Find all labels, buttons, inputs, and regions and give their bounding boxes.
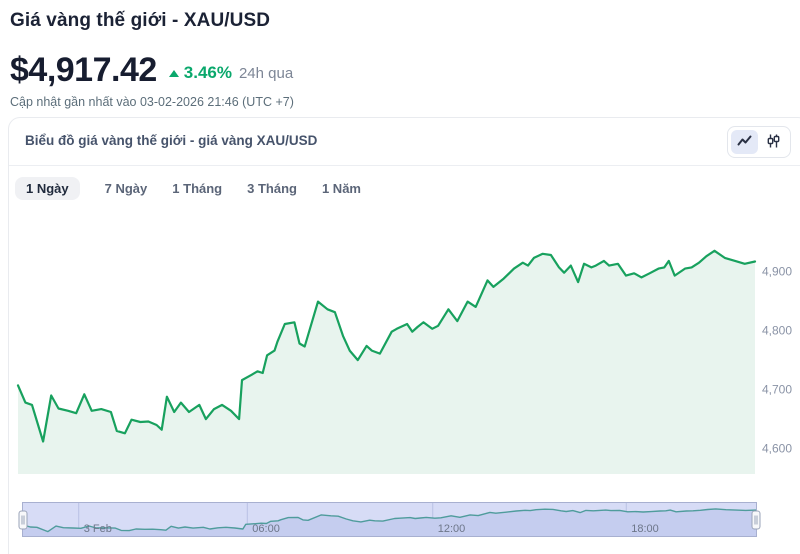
svg-text:4,700: 4,700 xyxy=(762,383,792,397)
change-period-label: 24h qua xyxy=(238,65,294,82)
chart-card-title: Biểu đồ giá vàng thế giới - giá vàng XAU… xyxy=(25,133,318,148)
tab-1-day[interactable]: 1 Ngày xyxy=(15,176,80,200)
page-title: Giá vàng thế giới - XAU/USD xyxy=(10,10,271,31)
navigator-tick-label: 3 Feb xyxy=(83,523,112,535)
chart-navigator[interactable]: 3 Feb 06:00 12:00 18:00 xyxy=(18,502,761,537)
line-chart-button[interactable] xyxy=(731,130,758,154)
last-updated-text: Cập nhật gần nhất vào 03-02-2026 21:46 (… xyxy=(10,95,294,109)
tab-1-year[interactable]: 1 Năm xyxy=(321,180,361,196)
candlestick-icon xyxy=(767,134,780,151)
tab-3-months[interactable]: 3 Tháng xyxy=(247,180,297,196)
tab-1-month[interactable]: 1 Tháng xyxy=(172,180,223,196)
svg-text:4,600: 4,600 xyxy=(762,442,792,456)
chart-type-toggle xyxy=(727,126,791,158)
price-row: $4,917.42 3.46% 24h qua xyxy=(10,53,800,87)
navigator-tick-label: 12:00 xyxy=(437,523,466,535)
chart-card-header: Biểu đồ giá vàng thế giới - giá vàng XAU… xyxy=(9,118,800,166)
navigator-right-handle[interactable] xyxy=(751,510,761,529)
price-chart-svg[interactable]: 4,600 4,700 4,800 4,900 xyxy=(9,209,799,479)
navigator-left-handle[interactable] xyxy=(18,510,28,529)
tab-7-days[interactable]: 7 Ngày xyxy=(104,180,148,196)
svg-text:4,900: 4,900 xyxy=(762,265,792,279)
change-percent: 3.46% xyxy=(183,63,232,82)
chart-card: Biểu đồ giá vàng thế giới - giá vàng XAU… xyxy=(8,117,800,554)
range-tabs: 1 Ngày 7 Ngày 1 Tháng 3 Tháng 1 Năm xyxy=(15,176,800,200)
change-badge: 3.46% xyxy=(168,63,232,83)
triangle-up-icon xyxy=(168,69,179,77)
navigator-tick-label: 06:00 xyxy=(252,523,280,535)
price-chart[interactable]: 4,600 4,700 4,800 4,900 xyxy=(9,209,800,479)
page-header: Giá vàng thế giới - XAU/USD $4,917.42 3.… xyxy=(0,0,800,109)
navigator-tick-label: 18:00 xyxy=(631,523,659,535)
navigator-mini-chart[interactable] xyxy=(23,503,756,536)
candlestick-chart-button[interactable] xyxy=(760,130,787,154)
svg-text:4,800: 4,800 xyxy=(762,324,792,338)
line-chart-icon xyxy=(737,135,752,150)
price-value: $4,917.42 xyxy=(10,51,157,89)
